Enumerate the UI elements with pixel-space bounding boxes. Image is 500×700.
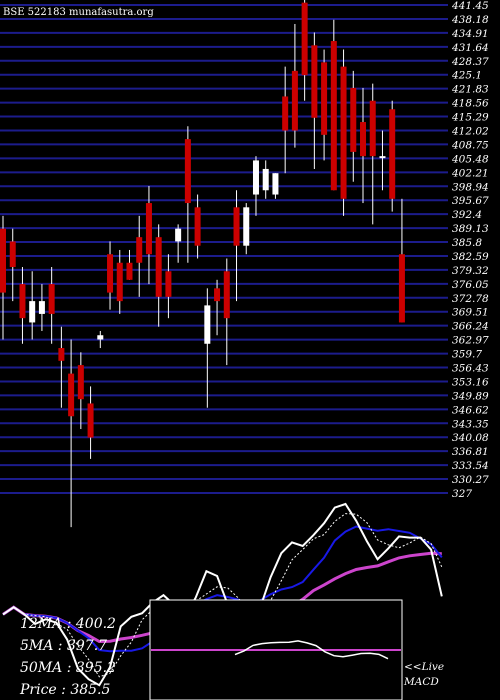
candle-body <box>29 301 36 323</box>
price-tick: 327 <box>452 488 472 500</box>
price-tick: 421.83 <box>451 84 489 96</box>
price-tick: 405.48 <box>451 153 489 165</box>
price-tick: 408.75 <box>451 139 489 151</box>
candle-body <box>243 207 250 246</box>
candle-body <box>126 262 133 280</box>
candle-body <box>360 122 367 157</box>
candle-body <box>379 156 386 159</box>
price-tick: 389.13 <box>452 223 489 235</box>
candle-body <box>175 228 182 242</box>
price-tick: 372.78 <box>452 293 489 305</box>
price-tick: 398.94 <box>452 181 489 193</box>
candle-body <box>214 288 221 302</box>
price-tick: 382.59 <box>452 251 489 263</box>
price-readout: Price : 385.5 <box>19 682 111 698</box>
candle-body <box>9 241 16 268</box>
price-tick: 412.02 <box>451 125 489 137</box>
candle-body <box>19 284 26 319</box>
candle-body <box>184 139 191 204</box>
price-tick: 425.1 <box>451 70 482 82</box>
price-tick: 366.24 <box>452 321 489 333</box>
price-axis: 441.45 438.18 434.91 431.64 428.37 425.1 421.8… <box>451 0 489 500</box>
macd-line <box>234 640 389 660</box>
candle-body <box>233 207 240 246</box>
ma50-readout: 50MA : 395.2 <box>20 660 116 676</box>
candle-body <box>145 203 152 255</box>
price-tick: 431.64 <box>451 42 489 54</box>
price-tick: 336.81 <box>452 446 489 458</box>
macd-label-live: <<Live <box>404 661 444 673</box>
price-tick: 395.67 <box>452 195 489 207</box>
candle-body <box>291 70 298 131</box>
ma-line-5 <box>2 502 443 687</box>
candle-body <box>155 237 162 297</box>
price-tick: 356.43 <box>452 363 489 375</box>
candle-body <box>252 160 259 195</box>
price-tick: 402.21 <box>451 167 489 179</box>
candle-body <box>107 254 114 293</box>
ma-readout: 12MA : 400.2 5MA : 397.7 50MA : 395.2 Pr… <box>19 616 116 698</box>
price-tick: 415.29 <box>451 112 489 124</box>
price-tick: 376.05 <box>452 279 489 291</box>
candles <box>0 0 405 528</box>
price-tick: 434.91 <box>451 28 489 40</box>
candle-body <box>48 284 55 314</box>
candle-body <box>389 109 396 199</box>
candle-body <box>330 41 337 191</box>
price-tick: 333.54 <box>452 460 489 472</box>
price-tick: 346.62 <box>452 404 489 416</box>
candle-body <box>97 335 104 340</box>
price-tick: 392.4 <box>452 209 482 221</box>
price-tick: 359.7 <box>452 349 482 361</box>
candle-body <box>194 207 201 246</box>
price-tick: 362.97 <box>452 335 489 347</box>
candle-body <box>77 365 84 400</box>
price-tick: 418.56 <box>451 98 489 110</box>
price-tick: 369.51 <box>452 307 489 319</box>
candle-body <box>116 262 123 302</box>
candle-body <box>87 403 94 438</box>
price-tick: 349.89 <box>452 390 489 402</box>
price-tick: 428.37 <box>451 56 489 68</box>
price-tick: 385.8 <box>452 237 482 249</box>
price-tick: 330.27 <box>452 474 489 486</box>
price-tick: 340.08 <box>452 432 489 444</box>
chart-title: BSE 522183 munafasutra.org <box>3 7 154 18</box>
candle-body <box>340 66 347 199</box>
price-tick: 353.16 <box>452 376 489 388</box>
candle-body <box>136 237 143 263</box>
candle-body <box>165 271 172 297</box>
price-tick: 438.18 <box>451 14 489 26</box>
candle-body <box>58 348 65 361</box>
grid-lines <box>0 4 448 494</box>
candle-body <box>204 305 211 344</box>
candle-body <box>311 45 318 118</box>
candle-body <box>321 62 328 135</box>
candle-body <box>68 373 75 417</box>
candle-body <box>398 254 405 323</box>
ma-line-dashed <box>2 513 443 678</box>
price-tick: 343.35 <box>452 418 489 430</box>
price-tick: 379.32 <box>452 265 489 277</box>
candle-body <box>282 96 289 131</box>
candle-body <box>262 168 269 191</box>
candle-body <box>369 100 376 157</box>
ma-line-12 <box>2 525 443 653</box>
price-tick: 441.45 <box>451 0 489 12</box>
candle-body <box>38 301 45 314</box>
candle-body <box>301 2 308 76</box>
candle-body <box>0 228 6 293</box>
candle-body <box>223 271 230 319</box>
candle-body <box>350 87 357 152</box>
ma12-readout: 12MA : 400.2 <box>20 616 116 632</box>
candle-body <box>272 173 279 195</box>
macd-panel: <<Live MACD <box>149 599 444 700</box>
ma5-readout: 5MA : 397.7 <box>20 638 107 654</box>
macd-label: MACD <box>403 676 439 688</box>
